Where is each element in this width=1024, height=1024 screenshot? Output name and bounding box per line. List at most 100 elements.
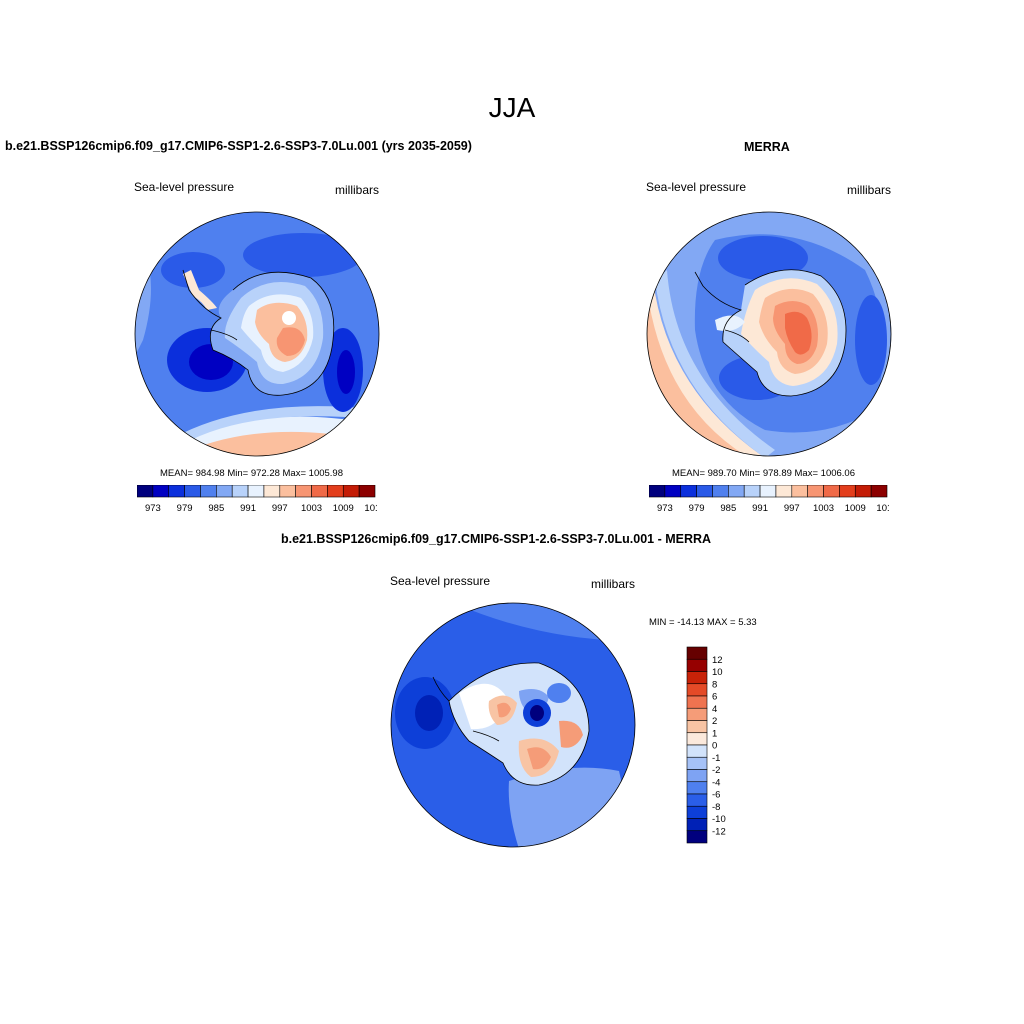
colorbar-box [358,485,376,498]
colorbar-tick-label: 985 [208,503,224,513]
colorbar-tick-label: 979 [689,503,705,513]
colorbar-tick-label: 4 [712,704,717,715]
colorbar-box [870,485,888,498]
polar-map-model [134,211,380,457]
colorbar-box [743,485,761,498]
variable-label-diff: Sea-level pressure [390,574,491,588]
colorbar-tick-label: 10 [712,667,723,678]
colorbar-box [759,485,777,498]
stats-model: MEAN= 984.98 Min= 972.28 Max= 1005.98 [160,468,343,479]
colorbar-box [686,646,708,660]
colorbar-box [728,485,745,498]
colorbar-box [686,658,708,672]
colorbar-boxes-diff [686,646,708,844]
variable-label-merra: Sea-level pressure [646,180,747,194]
stats-merra: MEAN= 989.70 Min= 978.89 Max= 1006.06 [672,468,855,479]
variable-label-model: Sea-level pressure [134,180,235,194]
colorbar-box [839,485,856,498]
colorbar-box [664,485,682,498]
colorbar-tick-label: -10 [712,814,726,825]
colorbar-box [686,818,708,832]
colorbar-box [686,720,708,734]
units-label-merra: millibars [847,183,892,197]
colorbar-ticks-model: 973 979 985 991 997 1003 1009 1015 [145,503,377,513]
colorbar-boxes-merra [649,485,888,498]
panel-title-model: b.e21.BSSP126cmip6.f09_g17.CMIP6-SSP1-2.… [5,139,472,153]
colorbar-box [686,805,708,819]
colorbar-box [686,756,708,770]
colorbar-tick-label: 2 [712,716,717,727]
panel-title-merra: MERRA [744,140,790,154]
colorbar-box [649,485,666,498]
colorbar-boxes-model [137,485,376,498]
units-label-diff: millibars [591,577,636,591]
colorbar-box [686,683,708,697]
colorbar-tick-label: -12 [712,826,726,837]
colorbar-box [184,485,201,498]
colorbar-tick-label: 8 [712,679,717,690]
colorbar-box [686,695,708,709]
colorbar-box [311,485,328,498]
colorbar-box [342,485,360,498]
colorbar-box [295,485,312,498]
colorbar-tick-label: 1015 [364,503,377,513]
colorbar-tick-label: -6 [712,790,720,801]
colorbar-box [231,485,249,498]
colorbar-box [247,485,265,498]
colorbar-box [686,793,708,807]
colorbar-box [327,485,344,498]
colorbar-box [686,744,708,758]
colorbar-box [712,485,729,498]
colorbar-tick-label: -8 [712,802,720,813]
colorbar-box [807,485,824,498]
colorbar-tick-label: 1015 [876,503,889,513]
colorbar-box [686,707,708,721]
colorbar-tick-label: 973 [657,503,673,513]
colorbar-ticks-merra: 973 979 985 991 997 1003 1009 1015 [657,503,889,513]
colorbar-box [791,485,808,498]
polar-map-merra [646,211,892,457]
colorbar-tick-label: 985 [720,503,736,513]
colorbar-tick-label: -2 [712,765,720,776]
colorbar-tick-label: 973 [145,503,161,513]
colorbar-tick-label: 1003 [301,503,322,513]
colorbar-box [686,830,708,844]
colorbar-box [775,485,793,498]
colorbar-model: 973 979 985 991 997 1003 1009 1015 [137,485,377,513]
colorbar-box [686,671,708,685]
units-label-model: millibars [335,183,380,197]
colorbar-box [696,485,713,498]
colorbar-box [823,485,840,498]
colorbar-tick-label: -4 [712,777,720,788]
colorbar-box [854,485,872,498]
polar-map-diff [390,602,636,848]
colorbar-tick-label: 6 [712,692,717,703]
colorbar-tick-label: 1003 [813,503,834,513]
colorbar-box [686,781,708,795]
colorbar-box [200,485,217,498]
stats-diff: MIN = -14.13 MAX = 5.33 [649,617,757,628]
colorbar-tick-label: 1 [712,728,717,739]
colorbar-tick-label: 991 [240,503,256,513]
colorbar-box [686,769,708,783]
colorbar-tick-label: 1009 [845,503,866,513]
colorbar-tick-label: 991 [752,503,768,513]
colorbar-tick-label: 12 [712,655,723,666]
colorbar-box [216,485,233,498]
colorbar-merra: 973 979 985 991 997 1003 1009 1015 [649,485,889,513]
colorbar-tick-label: 979 [177,503,193,513]
panel-title-diff: b.e21.BSSP126cmip6.f09_g17.CMIP6-SSP1-2.… [281,532,712,546]
colorbar-tick-label: 1009 [333,503,354,513]
colorbar-tick-label: 997 [272,503,288,513]
figure-title: JJA [488,92,536,123]
colorbar-box [279,485,296,498]
colorbar-box [152,485,170,498]
colorbar-box [137,485,154,498]
colorbar-box [263,485,281,498]
colorbar-tick-label: 997 [784,503,800,513]
colorbar-box [168,485,185,498]
colorbar-tick-label: 0 [712,741,717,752]
colorbar-tick-label: -1 [712,753,720,764]
